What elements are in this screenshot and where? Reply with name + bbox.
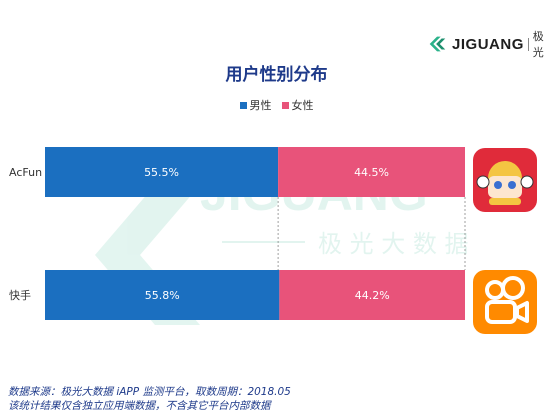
data-label-female-1: 44.2% [355, 289, 390, 302]
legend-swatch-male [239, 101, 247, 109]
bar-male-1 [45, 270, 280, 320]
bars-layer: 55.5% 44.5% AcFun 55.8% 44.2% 快手 [9, 147, 466, 320]
kuaishou-app-icon [473, 270, 537, 334]
data-scope-note: 该统计结果仅含独立应用端数据，不含其它平台内部数据 [8, 400, 271, 412]
chart-legend: 男性 女性 [0, 97, 553, 113]
brand-name-cn: 极光 [532, 30, 544, 59]
chart-title: 用户性别分布 [225, 65, 328, 85]
brand-name: JIGUANG [452, 35, 524, 53]
legend-label-male: 男性 [249, 99, 272, 112]
legend-item-female: 女性 [281, 97, 314, 113]
acfun-app-icon [473, 148, 537, 212]
legend-item-male: 男性 [239, 97, 272, 113]
bar-female-0 [278, 147, 465, 197]
bar-male-0 [45, 147, 279, 197]
bar-female-1 [279, 270, 465, 320]
data-label-male-0: 55.5% [144, 166, 179, 179]
logo-divider [527, 37, 529, 51]
category-label-1: 快手 [9, 288, 31, 302]
jiguang-logo-icon [429, 36, 446, 52]
data-label-male-1: 55.8% [145, 289, 180, 302]
legend-label-female: 女性 [291, 99, 314, 112]
category-label-0: AcFun [9, 166, 42, 179]
data-source-note: 数据来源：极光大数据 iAPP 监测平台，取数周期：2018.05 [8, 386, 291, 398]
brand-logo: JIGUANG 极光 [426, 28, 553, 60]
watermark-text-cn: 极 光 大 数 据 [318, 230, 469, 258]
legend-swatch-female [281, 101, 289, 109]
data-label-female-0: 44.5% [354, 166, 389, 179]
